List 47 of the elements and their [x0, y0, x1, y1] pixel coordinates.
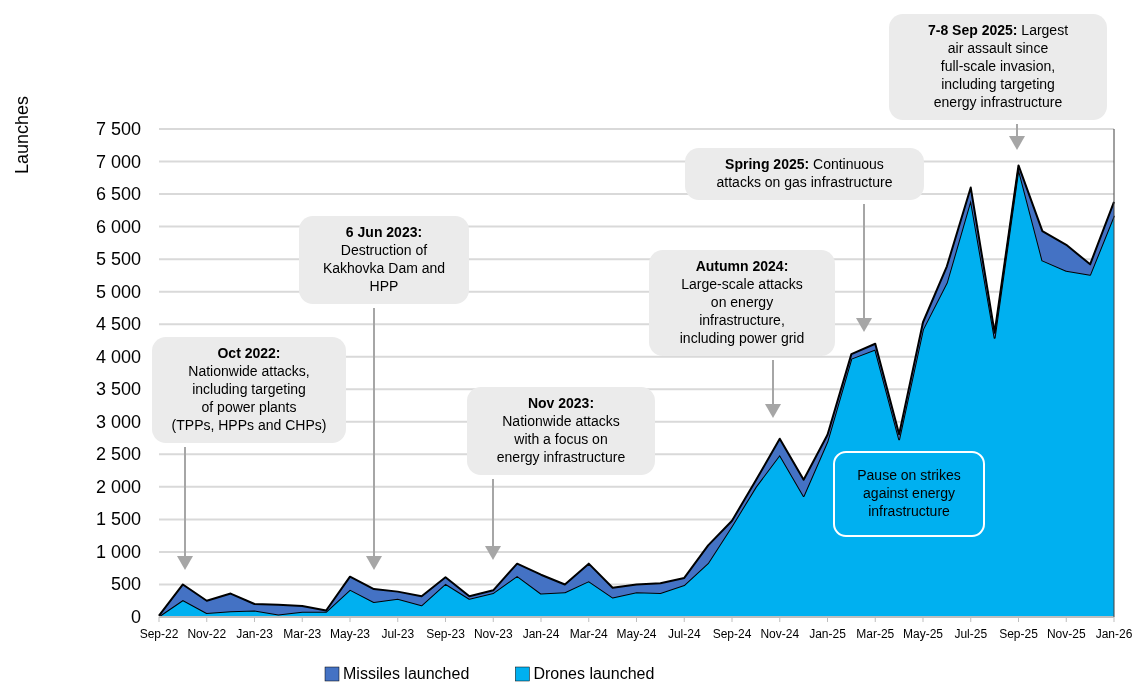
legend-label: Drones launched [533, 665, 655, 682]
text: 7-8 Sep 2025: Largest air assault since full-scale invasion, including targeting energy infrastructure [927, 22, 1069, 110]
text: Nov 2023: Nationwide attacks with a focus on energy infrastructure [496, 395, 626, 465]
x-tick-label: Nov-24 [760, 627, 800, 641]
x-tick-label: Mar-24 [569, 627, 609, 641]
x-tick-label: Mar-25 [856, 627, 895, 641]
text: Spring 2025: Continuous attacks on gas infrastructure [716, 156, 893, 190]
y-tick-label: 0 [130, 607, 141, 627]
x-tick-label: Sep-22 [139, 627, 179, 641]
x-tick-label: May-24 [616, 627, 657, 641]
x-tick-label: Sep-25 [999, 627, 1039, 641]
y-tick-label: 2 500 [95, 444, 141, 465]
text: 6 Jun 2023: Destruction of Kakhovka Dam and HPP [322, 224, 446, 294]
x-tick-label: Nov-25 [1046, 627, 1086, 641]
x-tick-label: May-23 [329, 627, 371, 641]
x-tick-label: Jan-23 [236, 627, 274, 641]
x-tick-label: Sep-24 [712, 627, 752, 641]
x-tick-label: Jan-25 [809, 627, 847, 641]
y-tick-label: 3 000 [95, 411, 141, 432]
x-tick-label: Nov-23 [473, 627, 513, 641]
y-tick-label: 6 500 [95, 184, 141, 205]
y-tick-label: 7 000 [95, 151, 141, 172]
y-tick-label: 1 500 [95, 509, 141, 530]
x-tick-label: Jan-24 [522, 627, 560, 641]
y-tick-label: 5 000 [95, 281, 141, 302]
y-tick-label: 1 000 [95, 541, 141, 562]
x-tick-label: Sep-23 [426, 627, 466, 641]
y-tick-label: 7 500 [95, 119, 141, 139]
y-tick-label: 4 000 [95, 346, 141, 367]
text: Oct 2022: Nationwide attacks, including targeting of power plants (TPPs, HPPs and CHPs) [171, 345, 327, 433]
y-tick-label: 2 000 [95, 476, 141, 497]
x-tick-label: Jul-25 [954, 627, 988, 641]
annotation: Pause on strikes against energy infrastructure [857, 467, 961, 519]
y-tick-label: 4 500 [95, 314, 141, 335]
y-tick-label: 5 500 [95, 249, 141, 270]
x-tick-label: Jul-24 [667, 627, 701, 641]
x-tick-label: May-25 [902, 627, 944, 641]
x-tick-label: Mar-23 [283, 627, 322, 641]
x-tick-label: Nov-22 [187, 627, 227, 641]
x-tick-label: Jan-26 [1095, 627, 1133, 641]
y-tick-label: 6 000 [95, 216, 141, 237]
text: Autumn 2024: Large-scale attacks on energy infrastructure, including power grid [679, 258, 805, 346]
y-tick-label: 500 [110, 574, 141, 595]
y-tick-label: 3 500 [95, 379, 141, 400]
legend-label: Missiles launched [343, 665, 470, 682]
x-tick-label: Jul-23 [381, 627, 415, 641]
y-axis-title: Launches [12, 95, 32, 175]
